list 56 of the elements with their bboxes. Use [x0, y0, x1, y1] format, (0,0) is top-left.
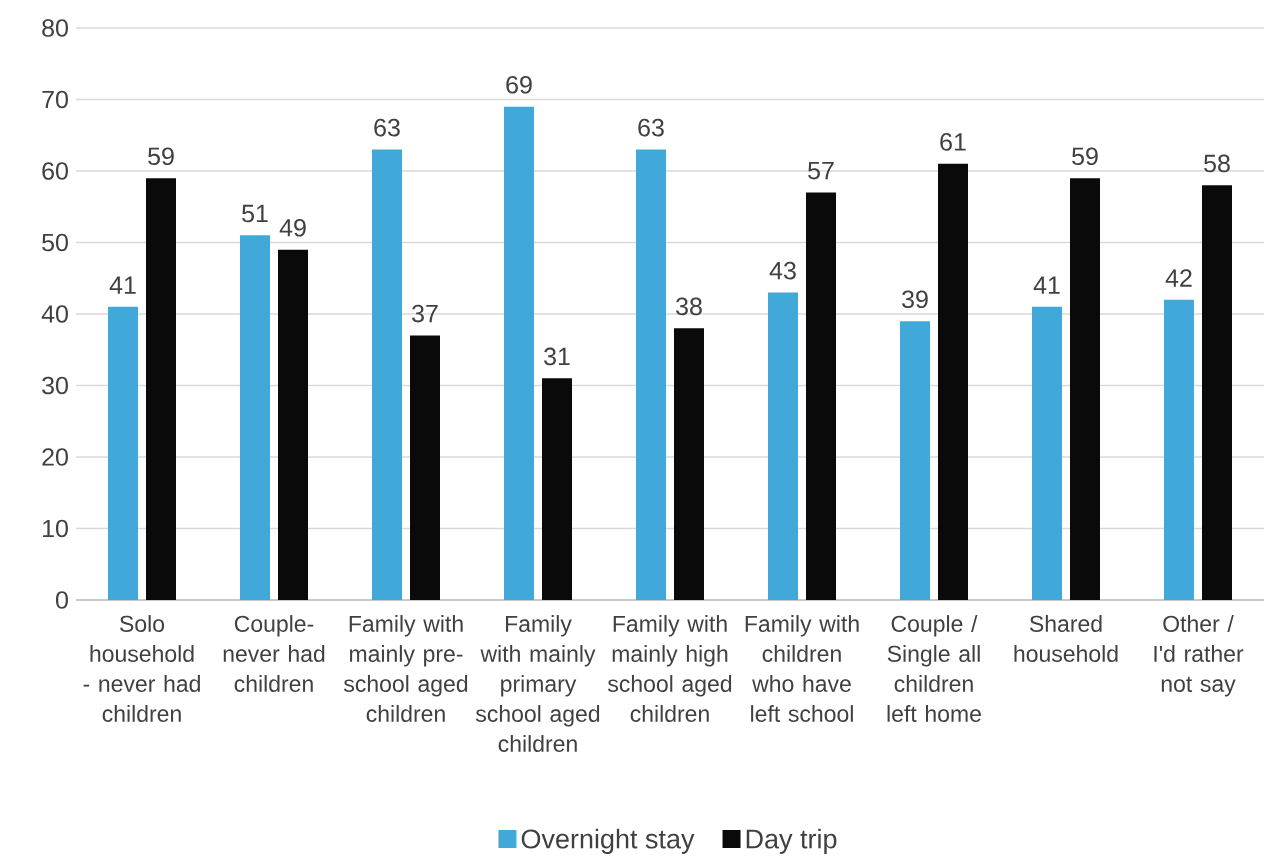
data-label: 58 [1204, 154, 1230, 173]
bar [278, 249, 308, 600]
bar [1202, 185, 1232, 600]
data-label: 69 [506, 75, 532, 94]
data-label: 39 [902, 290, 928, 309]
x-tick-label: Family with mainly primary school aged children [475, 615, 600, 752]
y-tick-label: 40 [41, 305, 68, 323]
x-tick-label: Couple / Single all children left home [887, 615, 981, 722]
y-tick-label: 80 [42, 19, 68, 37]
bar [938, 163, 968, 600]
bar [899, 321, 930, 600]
legend-label: Overnight stay [521, 828, 695, 854]
bar [410, 335, 440, 600]
y-tick-label: 10 [43, 519, 68, 538]
data-label: 41 [1033, 276, 1060, 294]
data-label: 59 [1072, 147, 1098, 166]
data-label: 61 [940, 133, 966, 151]
bar [240, 235, 270, 600]
x-tick-label: Family with mainly pre-school aged children [343, 615, 468, 722]
data-label: 38 [676, 297, 702, 316]
x-tick-label: Shared household [1014, 615, 1118, 662]
data-label: 57 [808, 161, 834, 180]
data-label: 41 [109, 276, 136, 294]
bar [1164, 299, 1194, 600]
y-tick-label: 60 [42, 162, 68, 180]
bar [372, 149, 402, 600]
bar [673, 328, 704, 600]
bar [767, 292, 798, 600]
data-label: 63 [638, 118, 664, 137]
data-label: 63 [374, 118, 400, 137]
y-tick-label: 0 [56, 591, 68, 609]
bar [542, 378, 572, 600]
bar [635, 149, 666, 600]
bar [108, 306, 138, 600]
bar [146, 178, 176, 600]
data-label: 37 [412, 304, 438, 323]
x-tick-label: Other / I'd rather not say [1154, 615, 1244, 697]
data-label: 42 [1165, 269, 1192, 287]
x-tick-label: Family with children who have left school [745, 615, 859, 722]
bar [1032, 306, 1062, 600]
x-tick-label: Couple- never had children [223, 615, 325, 692]
data-label: 59 [148, 147, 174, 166]
bar [806, 192, 836, 600]
y-tick-label: 30 [42, 376, 68, 395]
data-label: 49 [279, 218, 306, 237]
bar [504, 106, 534, 600]
bar [1070, 178, 1100, 600]
x-tick-label: Solo household - never had children [83, 615, 200, 722]
legend-label: Day trip [746, 828, 837, 854]
x-tick-label: Family with mainly high school aged children [607, 615, 732, 722]
y-tick-label: 70 [42, 90, 68, 109]
data-label: 43 [769, 261, 796, 280]
y-tick-label: 20 [42, 448, 68, 466]
data-label: 51 [242, 204, 268, 223]
y-tick-label: 50 [42, 233, 68, 252]
data-label: 31 [544, 347, 570, 366]
